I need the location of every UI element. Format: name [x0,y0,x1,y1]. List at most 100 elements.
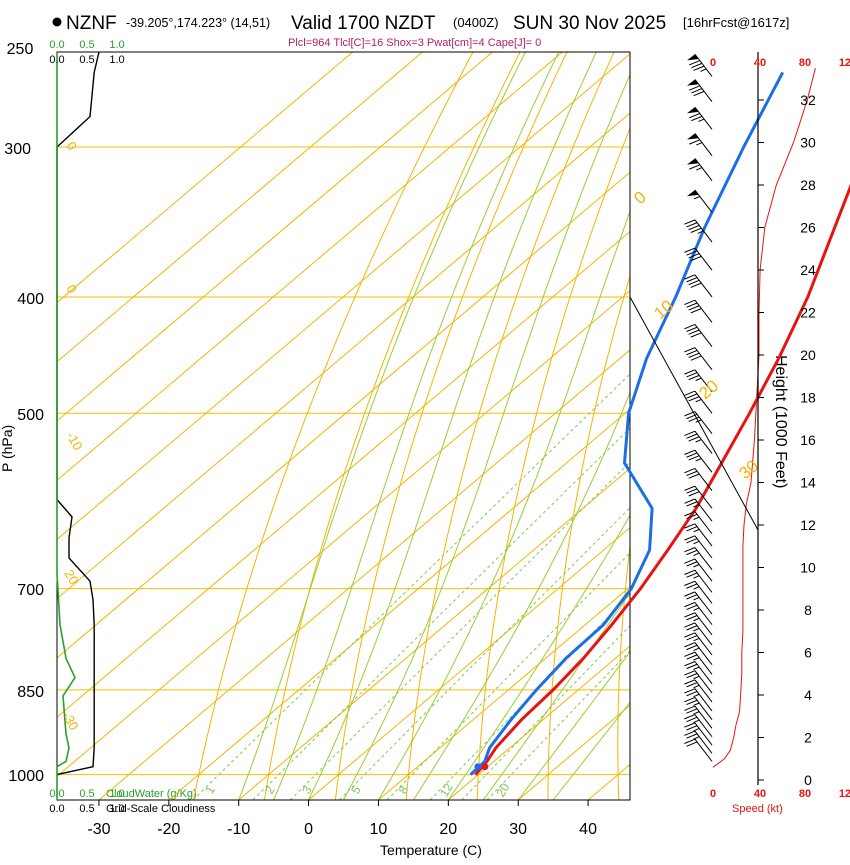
cloudiness-tick-top: 1.0 [109,54,124,66]
isotherm-label: 0 [630,187,649,208]
cloudwater-tick-top: 0.0 [49,39,64,51]
speed-tick-bottom: 80 [799,788,811,800]
wind-barb [684,536,712,558]
isotherm--110 [0,52,423,800]
wind-barb [687,158,712,180]
height-tick-2: 2 [804,730,812,746]
mixing-ratio-label: 8 [396,783,412,796]
wind-barb [684,300,712,322]
wind-barb [684,613,712,635]
forecast-hour: [16hrFcst@1617z] [683,15,789,30]
height-tick-30: 30 [800,135,816,151]
mixing-ratio-5 [339,297,841,800]
p-tick-1000: 1000 [8,768,44,785]
moist-adiabat [413,52,754,800]
dry-adiabat [751,52,849,800]
wind-barb [684,623,712,645]
speed-tick-top: 80 [799,57,811,69]
valid-date: SUN 30 Nov 2025 [513,13,666,34]
temp-tick-30: 30 [509,821,527,838]
speed-tick-top: 40 [754,57,766,69]
mixing-ratio-label: 1 [202,783,218,796]
pressure-axis-title: P (hPa) [0,425,15,472]
height-tick-18: 18 [800,390,816,406]
wind-barb [687,190,712,212]
wind-barb [684,671,712,693]
p-tick-250: 250 [7,41,34,58]
isotherm-label: 20 [695,376,722,403]
height-tick-22: 22 [800,305,816,321]
station-id: NZNF [66,13,117,34]
height-tick-24: 24 [800,262,816,278]
isotherm--20 [169,52,850,800]
wind-barb [684,548,712,570]
height-tick-0: 0 [804,772,812,788]
speed-tick-top: 120 [839,57,850,69]
cloudwater-tick-bottom: 1.0 [109,788,124,800]
cloudiness-tick-top: 0.5 [79,54,94,66]
isotherm--60 [0,52,772,800]
wind-barb [684,633,712,655]
wind-barb [684,602,712,624]
mixing-ratio-label: 5 [348,783,364,796]
temp-tick--20: -20 [157,821,180,838]
temp-tick--30: -30 [87,821,110,838]
station-location: -39.205°,174.223° (14,51) [126,16,270,30]
wind-barb [684,739,712,761]
isotherm--70 [0,52,702,800]
isotherm--40 [29,52,850,800]
valid-zulu: (0400Z) [453,15,499,30]
temp-tick-0: 0 [304,821,313,838]
isotherm-50 [658,52,850,800]
valid-time: Valid 1700 NZDT [291,13,436,34]
mixing-ratio-label: 20 [494,780,513,799]
height-tick-28: 28 [800,177,816,193]
wind-barb [687,107,712,129]
plot-frame [57,52,630,800]
sounding-params: Plcl=964 Tlcl[C]=16 Shox=3 Pwat[cm]=4 Ca… [288,37,541,49]
moist-adiabat [518,52,850,800]
wind-barb [684,324,712,346]
wind-barb [684,661,712,683]
height-tick-6: 6 [804,645,812,661]
temp-tick-40: 40 [579,821,597,838]
height-tick-20: 20 [800,347,816,363]
height-axis-title: Height (1000 Feet) [772,355,789,488]
mixing-ratio-3 [290,297,797,800]
isotherm--50 [0,52,842,800]
cloudiness-tick-top: 0.0 [49,54,64,66]
height-tick-12: 12 [800,517,816,533]
p-tick-850: 850 [17,684,44,701]
cloudiness-tick-bottom: 0.0 [49,803,64,815]
cloudwater-line [57,52,75,800]
speed-tick-bottom: 40 [754,788,766,800]
temp-tick--10: -10 [227,821,250,838]
wind-barb [684,450,712,472]
adiabat-label: -10 [63,429,85,453]
height-tick-8: 8 [804,602,812,618]
speed-axis-label: Speed (kt) [732,803,783,815]
cloudwater-tick-top: 0.5 [79,39,94,51]
wind-barb [687,79,712,101]
temperature-line [476,72,850,774]
isotherm-0 [309,52,850,800]
wind-barb [684,652,712,674]
moist-adiabat [344,52,640,800]
adiabat-label: 0 [63,282,80,296]
height-tick-10: 10 [800,560,816,576]
wind-speed-line [713,68,815,767]
wind-barb [684,559,712,581]
cloudiness-tick-bottom: 0.5 [79,803,94,815]
wind-barb [684,412,712,434]
isotherm--30 [99,52,850,800]
wind-barb [684,348,712,370]
height-tick-16: 16 [800,432,816,448]
surface-dewpoint-dot [474,763,481,770]
dry-adiabat [815,52,850,800]
adiabat-label: 0 [63,139,80,153]
station-dot-icon [53,18,62,27]
p-tick-300: 300 [4,141,31,158]
wind-barb [687,133,712,155]
